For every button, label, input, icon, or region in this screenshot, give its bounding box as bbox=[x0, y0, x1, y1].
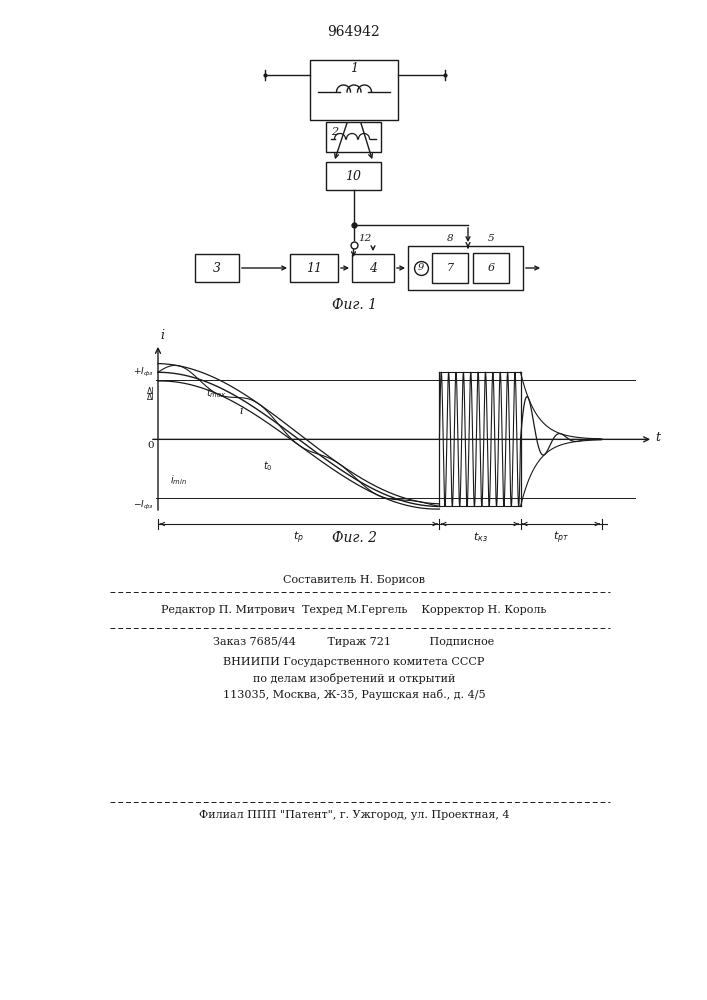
Text: $t_{кз}$: $t_{кз}$ bbox=[472, 530, 487, 544]
Text: 9: 9 bbox=[418, 263, 424, 272]
Bar bbox=[290, 254, 338, 282]
Text: i: i bbox=[160, 329, 164, 342]
Text: $t_{рт}$: $t_{рт}$ bbox=[553, 530, 569, 546]
Text: Фиг. 2: Фиг. 2 bbox=[332, 531, 377, 545]
Text: 0: 0 bbox=[147, 441, 154, 450]
Text: $i_{min}$: $i_{min}$ bbox=[170, 473, 187, 487]
Text: 12: 12 bbox=[358, 234, 372, 243]
Text: ΔI: ΔI bbox=[146, 393, 154, 402]
Text: 4: 4 bbox=[369, 261, 377, 274]
Text: 6: 6 bbox=[487, 263, 495, 273]
Text: i: i bbox=[239, 406, 243, 416]
Bar bbox=[473, 253, 509, 283]
Text: 1: 1 bbox=[350, 62, 358, 75]
Text: $t_p$: $t_p$ bbox=[293, 530, 304, 546]
Text: 3: 3 bbox=[213, 261, 221, 274]
Text: 11: 11 bbox=[306, 261, 322, 274]
Text: Составитель Н. Борисов: Составитель Н. Борисов bbox=[283, 575, 425, 585]
Text: Филиал ППП "Патент", г. Ужгород, ул. Проектная, 4: Филиал ППП "Патент", г. Ужгород, ул. Про… bbox=[199, 810, 509, 820]
Text: Фиг. 1: Фиг. 1 bbox=[332, 298, 377, 312]
Bar bbox=[326, 162, 381, 190]
Text: Редактор П. Митрович  Техред М.Гергель    Корректор Н. Король: Редактор П. Митрович Техред М.Гергель Ко… bbox=[161, 605, 547, 615]
Bar bbox=[326, 122, 381, 152]
Text: 113035, Москва, Ж-35, Раушская наб., д. 4/5: 113035, Москва, Ж-35, Раушская наб., д. … bbox=[223, 688, 485, 700]
Text: +$I_{фз}$: +$I_{фз}$ bbox=[134, 366, 154, 379]
Text: $-I_{фз}$: $-I_{фз}$ bbox=[134, 499, 154, 512]
Bar bbox=[352, 254, 394, 282]
Text: 7: 7 bbox=[446, 263, 454, 273]
Text: $t_0$: $t_0$ bbox=[263, 459, 273, 473]
Text: ВНИИПИ Государственного комитета СССР: ВНИИПИ Государственного комитета СССР bbox=[223, 657, 485, 667]
Bar bbox=[195, 254, 239, 282]
Text: $t_{max}$: $t_{max}$ bbox=[206, 387, 226, 400]
Bar bbox=[408, 246, 523, 290]
Text: 8: 8 bbox=[447, 234, 453, 243]
Text: по делам изобретений и открытий: по делам изобретений и открытий bbox=[253, 672, 455, 684]
Bar bbox=[310, 60, 398, 120]
Text: 964942: 964942 bbox=[327, 25, 380, 39]
Text: 2: 2 bbox=[331, 127, 338, 137]
Text: ΔI: ΔI bbox=[146, 387, 154, 396]
Bar bbox=[432, 253, 468, 283]
Text: 10: 10 bbox=[346, 169, 361, 182]
Text: t: t bbox=[655, 431, 660, 444]
Text: Заказ 7685/44         Тираж 721           Подписное: Заказ 7685/44 Тираж 721 Подписное bbox=[214, 637, 495, 647]
Text: 5: 5 bbox=[488, 234, 494, 243]
